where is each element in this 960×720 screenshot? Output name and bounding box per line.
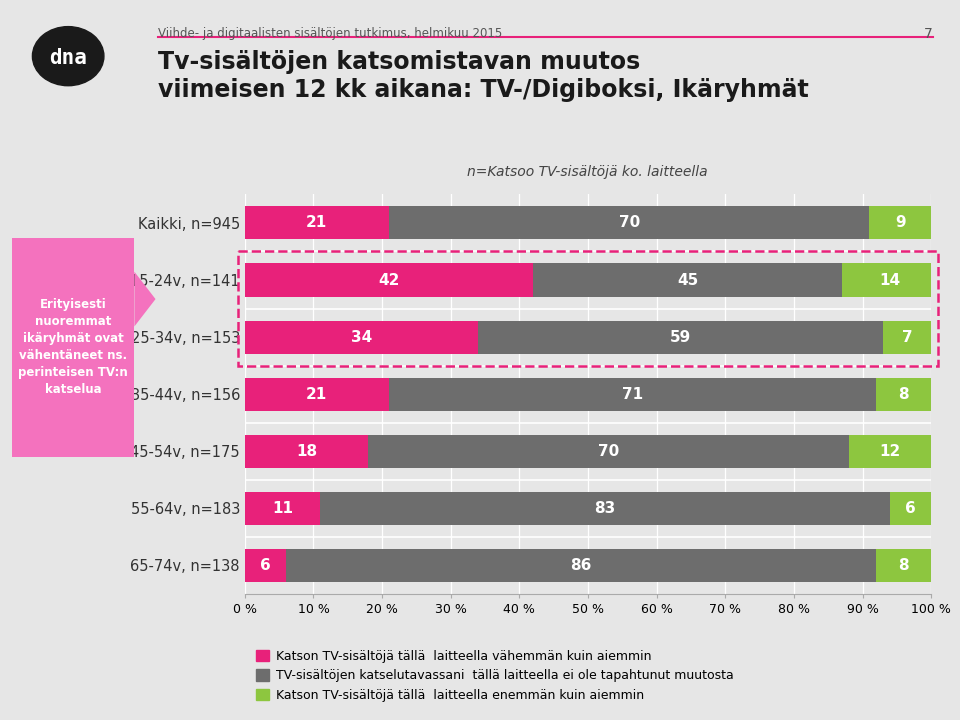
Text: viimeisen 12 kk aikana: TV-/Digiboksi, Ikäryhmät: viimeisen 12 kk aikana: TV-/Digiboksi, I…	[158, 78, 809, 102]
Text: 70: 70	[598, 444, 619, 459]
Text: 7: 7	[901, 330, 913, 345]
Text: 8: 8	[899, 387, 909, 402]
Bar	[245, 378, 389, 410]
Bar	[876, 549, 931, 582]
Text: 21: 21	[306, 387, 327, 402]
Bar	[849, 435, 931, 468]
Legend: Katson TV-sisältöjä tällä  laitteella vähemmän kuin aiemmin, TV-sisältöjen katse: Katson TV-sisältöjä tällä laitteella väh…	[252, 645, 739, 706]
Bar	[883, 320, 931, 354]
Text: 42: 42	[378, 273, 399, 287]
Text: 21: 21	[306, 215, 327, 230]
Text: 11: 11	[272, 501, 293, 516]
Bar	[389, 378, 876, 410]
Bar	[286, 549, 876, 582]
Bar	[321, 492, 890, 525]
Text: 7: 7	[924, 27, 933, 41]
Text: Erityisesti
nuoremmat
ikäryhmät ovat
vähentäneet ns.
perinteisen TV:n
katselua: Erityisesti nuoremmat ikäryhmät ovat väh…	[18, 298, 128, 397]
Bar	[478, 320, 883, 354]
Bar	[533, 264, 842, 297]
Bar	[842, 264, 938, 297]
Bar	[245, 207, 389, 240]
Bar	[245, 320, 478, 354]
Text: 9: 9	[895, 215, 905, 230]
Bar	[870, 207, 931, 240]
Bar	[890, 492, 931, 525]
Text: 8: 8	[899, 558, 909, 573]
Text: Tv-sisältöjen katsomistavan muutos: Tv-sisältöjen katsomistavan muutos	[158, 50, 640, 74]
Text: 6: 6	[260, 558, 271, 573]
Text: 6: 6	[905, 501, 916, 516]
Text: n=Katsoo TV-sisältöjä ko. laitteella: n=Katsoo TV-sisältöjä ko. laitteella	[468, 165, 708, 179]
Bar	[238, 251, 938, 366]
Bar	[245, 435, 369, 468]
Text: dna: dna	[49, 48, 87, 68]
Text: 71: 71	[622, 387, 643, 402]
Bar	[245, 492, 321, 525]
Text: 18: 18	[296, 444, 317, 459]
Text: 14: 14	[879, 273, 900, 287]
Bar	[389, 207, 870, 240]
Bar	[245, 264, 533, 297]
Bar	[876, 378, 931, 410]
Text: 12: 12	[879, 444, 900, 459]
Text: 83: 83	[594, 501, 615, 516]
Text: 86: 86	[570, 558, 591, 573]
Text: 59: 59	[670, 330, 691, 345]
Circle shape	[33, 27, 104, 86]
Bar	[369, 435, 849, 468]
Text: 70: 70	[618, 215, 639, 230]
Bar	[245, 549, 286, 582]
Text: Viihde- ja digitaalisten sisältöjen tutkimus, helmikuu 2015: Viihde- ja digitaalisten sisältöjen tutk…	[158, 27, 503, 40]
Text: 45: 45	[677, 273, 698, 287]
Text: 34: 34	[350, 330, 372, 345]
